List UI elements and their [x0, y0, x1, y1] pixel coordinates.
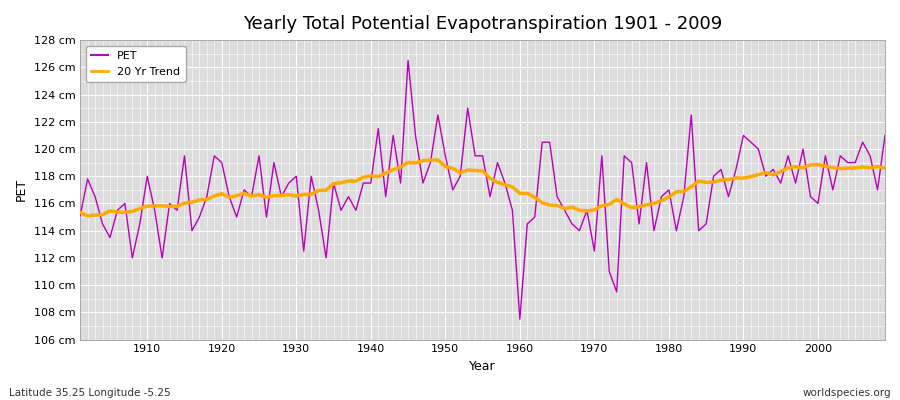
20 Yr Trend: [75, 210, 86, 215]
PET: [134, 222, 145, 226]
PET: [402, 58, 413, 63]
Line: 20 Yr Trend: 20 Yr Trend: [80, 160, 885, 216]
Line: PET: PET: [80, 60, 885, 319]
20 Yr Trend: [529, 195, 540, 200]
Text: worldspecies.org: worldspecies.org: [803, 388, 891, 398]
20 Yr Trend: [879, 166, 890, 170]
PET: [879, 133, 890, 138]
20 Yr Trend: [425, 158, 436, 162]
PET: [515, 317, 526, 322]
20 Yr Trend: [82, 214, 93, 218]
Y-axis label: PET: PET: [15, 178, 28, 202]
X-axis label: Year: Year: [469, 360, 496, 373]
PET: [75, 213, 86, 218]
20 Yr Trend: [350, 179, 361, 184]
PET: [529, 215, 540, 220]
PET: [522, 222, 533, 226]
PET: [619, 154, 630, 158]
20 Yr Trend: [142, 204, 153, 209]
Text: Latitude 35.25 Longitude -5.25: Latitude 35.25 Longitude -5.25: [9, 388, 171, 398]
PET: [298, 249, 309, 254]
PET: [343, 194, 354, 199]
Legend: PET, 20 Yr Trend: PET, 20 Yr Trend: [86, 46, 185, 82]
Title: Yearly Total Potential Evapotranspiration 1901 - 2009: Yearly Total Potential Evapotranspiratio…: [243, 15, 722, 33]
20 Yr Trend: [619, 201, 630, 206]
20 Yr Trend: [522, 191, 533, 196]
20 Yr Trend: [306, 192, 317, 197]
